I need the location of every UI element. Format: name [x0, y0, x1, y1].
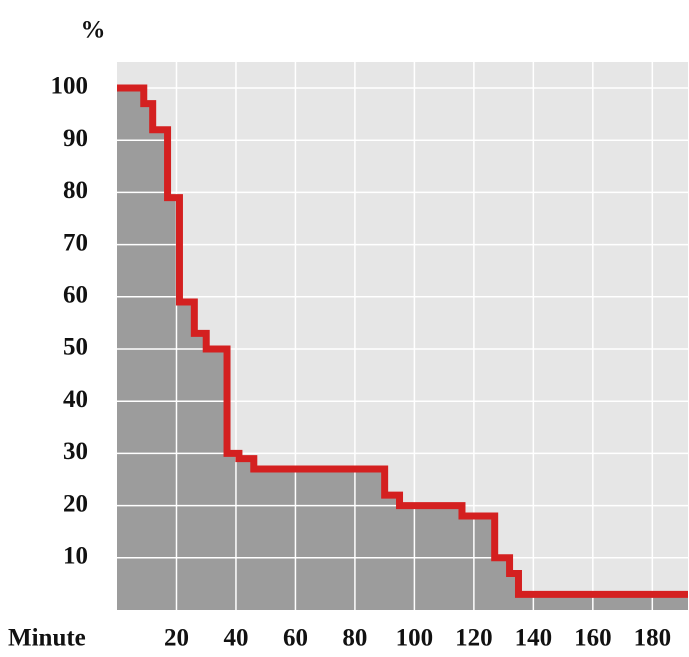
x-tick-label: 20	[164, 625, 189, 652]
y-tick-label: 30	[63, 438, 88, 465]
x-axis-label: Minute	[8, 625, 86, 652]
x-tick-label: 140	[515, 625, 553, 652]
x-tick-label: 40	[223, 625, 248, 652]
y-tick-label: 20	[63, 490, 88, 517]
y-tick-label: 70	[63, 229, 88, 256]
y-tick-label: 40	[63, 386, 88, 413]
x-tick-label: 120	[455, 625, 493, 652]
y-tick-label: 60	[63, 282, 88, 309]
x-tick-label: 80	[342, 625, 367, 652]
y-tick-label: 100	[51, 73, 89, 100]
chart: % Minute 10 20 30 40 50 60 70 80 90 100 20 40 60 80 10…	[0, 0, 689, 657]
x-tick-label: 160	[574, 625, 612, 652]
x-tick-label: 180	[634, 625, 672, 652]
y-tick-label: 50	[63, 334, 88, 361]
y-axis-label: %	[81, 17, 106, 44]
y-tick-label: 80	[63, 177, 88, 204]
x-tick-label: 100	[396, 625, 434, 652]
y-tick-label: 90	[63, 125, 88, 152]
y-tick-label: 10	[63, 543, 88, 570]
x-tick-label: 60	[283, 625, 308, 652]
